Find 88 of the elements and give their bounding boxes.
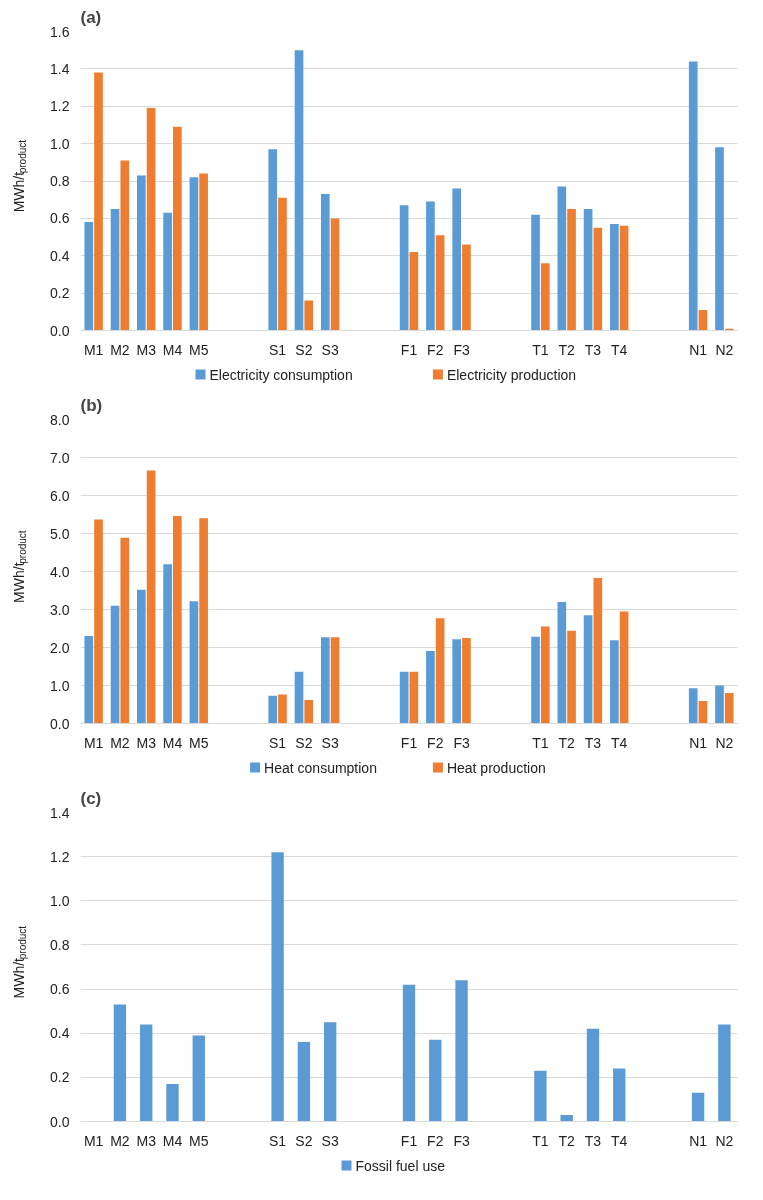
- y-tick-label: 4.0: [50, 563, 70, 580]
- y-tick-label: 1.6: [50, 23, 70, 40]
- x-tick-label: M2: [110, 1132, 130, 1149]
- x-tick-label: T3: [584, 341, 602, 358]
- legend-label: Electricity consumption: [209, 366, 353, 383]
- x-tick-label: F3: [453, 1132, 470, 1149]
- y-tick-label: 0.0: [50, 322, 70, 339]
- x-tick-label: M2: [110, 341, 130, 358]
- x-tick-label: S1: [269, 1132, 287, 1149]
- x-tick-label: F2: [427, 734, 444, 751]
- x-tick-label: M1: [83, 734, 104, 751]
- legend-label: Fossil fuel use: [355, 1157, 446, 1174]
- x-tick-label: F1: [400, 734, 418, 751]
- x-tick-label: N1: [689, 341, 708, 358]
- x-tick-label: S1: [269, 341, 287, 358]
- x-tick-label: S2: [295, 734, 313, 751]
- y-tick-label: 1.0: [50, 892, 70, 909]
- chart-title: (a): [80, 7, 102, 27]
- x-tick-label: M5: [189, 341, 209, 358]
- y-tick-label: 0.8: [50, 936, 70, 953]
- chart-title: (b): [80, 395, 103, 415]
- y-tick-label: 1.2: [50, 848, 70, 865]
- x-tick-label: N2: [715, 1132, 734, 1149]
- x-tick-label: T2: [558, 734, 576, 751]
- x-tick-label: T4: [611, 734, 628, 751]
- x-tick-label: M3: [136, 341, 157, 358]
- x-tick-label: T3: [584, 734, 602, 751]
- x-tick-label: M1: [83, 1132, 104, 1149]
- chart-title: (c): [80, 788, 102, 808]
- x-tick-label: M4: [162, 341, 183, 358]
- y-tick-label: 1.4: [50, 804, 70, 821]
- y-tick-label: 0.2: [50, 285, 70, 302]
- y-tick-label: 0.2: [50, 1069, 70, 1086]
- x-tick-label: M4: [162, 1132, 183, 1149]
- x-tick-label: M5: [189, 734, 209, 751]
- x-tick-label: S3: [321, 734, 339, 751]
- x-tick-label: T2: [558, 1132, 576, 1149]
- y-tick-label: 1.2: [50, 98, 70, 115]
- y-tick-label: 6.0: [50, 487, 70, 504]
- y-tick-label: 0.6: [50, 981, 70, 998]
- x-tick-label: F2: [427, 341, 444, 358]
- x-tick-label: M5: [189, 1132, 209, 1149]
- legend-label: Electricity production: [446, 366, 577, 383]
- x-tick-label: S2: [295, 1132, 313, 1149]
- y-tick-label: 0.0: [50, 715, 70, 732]
- y-axis-title: MWh/tproduct: [10, 925, 28, 999]
- x-tick-label: T1: [532, 341, 549, 358]
- x-tick-label: T3: [584, 1132, 602, 1149]
- y-tick-label: 5.0: [50, 525, 70, 542]
- x-tick-label: S3: [321, 341, 339, 358]
- x-tick-label: T2: [558, 341, 576, 358]
- x-tick-label: F1: [400, 1132, 418, 1149]
- x-tick-label: N2: [715, 734, 734, 751]
- y-tick-label: 0.0: [50, 1113, 70, 1130]
- y-tick-label: 1.4: [50, 60, 70, 77]
- y-tick-label: 2.0: [50, 639, 70, 656]
- x-tick-label: F2: [427, 1132, 444, 1149]
- x-tick-label: F1: [400, 341, 418, 358]
- x-tick-label: M3: [136, 1132, 157, 1149]
- x-tick-label: N2: [715, 341, 734, 358]
- x-tick-label: S2: [295, 341, 313, 358]
- x-tick-label: N1: [689, 1132, 708, 1149]
- y-tick-label: 0.4: [50, 1025, 70, 1042]
- y-axis-title: MWh/tproduct: [10, 139, 28, 213]
- x-tick-label: T1: [532, 734, 549, 751]
- x-tick-label: T4: [611, 1132, 628, 1149]
- x-tick-label: S1: [269, 734, 287, 751]
- y-tick-label: 0.4: [50, 247, 70, 264]
- y-tick-label: 1.0: [50, 135, 70, 152]
- y-axis-title: MWh/tproduct: [10, 530, 28, 603]
- x-tick-label: N1: [689, 734, 708, 751]
- x-tick-label: M2: [110, 734, 130, 751]
- legend-label: Heat consumption: [264, 759, 377, 776]
- y-tick-label: 1.0: [50, 677, 70, 694]
- x-tick-label: S3: [321, 1132, 339, 1149]
- y-tick-label: 7.0: [50, 449, 70, 466]
- y-tick-label: 0.8: [50, 173, 70, 189]
- legend-label: Heat production: [446, 759, 546, 776]
- x-tick-label: F3: [453, 734, 470, 751]
- x-tick-label: M3: [136, 734, 157, 751]
- x-tick-label: T1: [532, 1132, 549, 1149]
- y-tick-label: 8.0: [50, 411, 70, 428]
- x-tick-label: T4: [611, 341, 628, 358]
- x-tick-label: M1: [83, 341, 104, 358]
- x-tick-label: M4: [162, 734, 183, 751]
- y-tick-label: 0.6: [50, 210, 70, 227]
- x-tick-label: F3: [453, 341, 470, 358]
- y-tick-label: 3.0: [50, 601, 70, 618]
